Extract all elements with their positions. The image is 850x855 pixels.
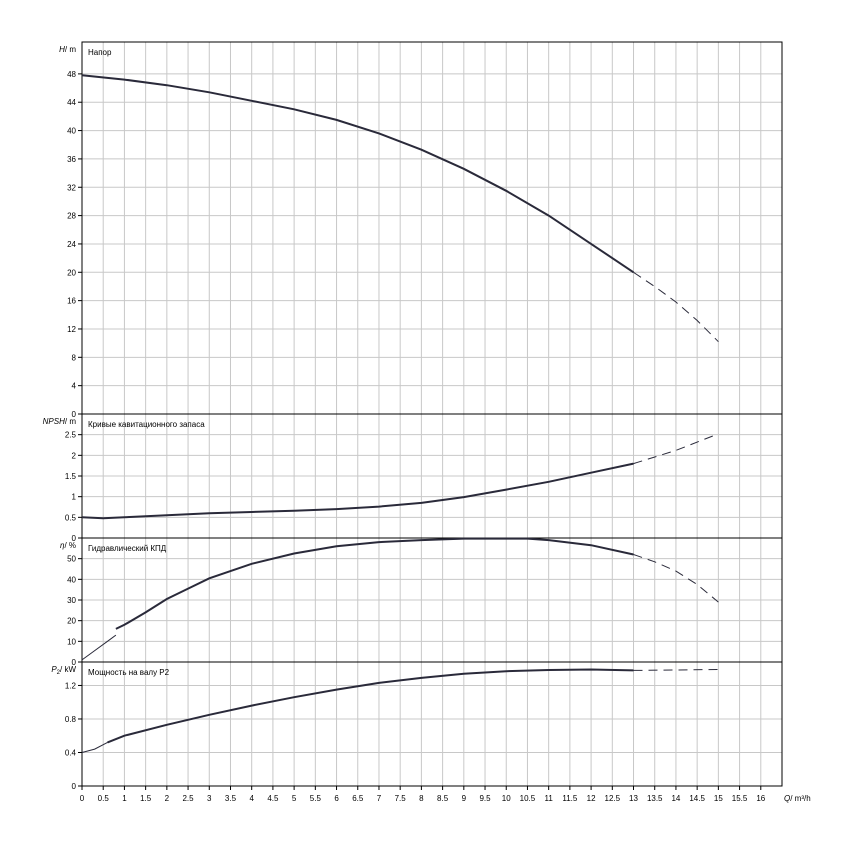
y-tick-label: 20 (67, 268, 76, 277)
y-tick-label: 1 (72, 493, 77, 502)
x-tick-label: 10.5 (520, 794, 536, 803)
x-tick-label: 2.5 (182, 794, 194, 803)
y-tick-label: 0.5 (65, 513, 77, 522)
x-tick-label: 11.5 (562, 794, 578, 803)
x-tick-label: 15 (714, 794, 723, 803)
y-tick-label: 1.5 (65, 472, 77, 481)
curve-eff-thin (81, 634, 117, 661)
y-tick-label: 8 (72, 353, 77, 362)
y-tick-label: 0 (72, 782, 77, 791)
panel-title: Напор (88, 48, 112, 57)
x-tick-label: 10 (502, 794, 511, 803)
x-tick-label: 14.5 (689, 794, 705, 803)
x-tick-label: 0.5 (98, 794, 110, 803)
x-tick-label: 7.5 (395, 794, 407, 803)
x-tick-label: 12.5 (605, 794, 621, 803)
x-tick-label: 8 (419, 794, 424, 803)
x-axis-label: Q/ m³/h (784, 794, 811, 803)
curve-power-thin (81, 741, 108, 753)
x-tick-label: 2 (165, 794, 170, 803)
x-tick-label: 4 (249, 794, 254, 803)
y-tick-label: 12 (67, 325, 76, 334)
x-tick-label: 12 (587, 794, 596, 803)
x-tick-label: 15.5 (732, 794, 748, 803)
y-tick-label: 2 (72, 451, 77, 460)
x-tick-label: 11 (545, 794, 554, 803)
y-axis-label: NPSH/ m (43, 417, 77, 426)
y-tick-label: 4 (72, 382, 77, 391)
panel-npsh: 0 0.5 1 1.5 2 2.5 Кривые кавитационного запаса… (43, 413, 783, 543)
panel-title: Кривые кавитационного запаса (88, 420, 205, 429)
x-tick-label: 13.5 (647, 794, 663, 803)
curve-eff-extrapolated (633, 554, 719, 603)
panel-frame (81, 661, 783, 787)
panel-power: 0 0.4 0.8 1.2 Мощность на валу P2 P2/ kW (51, 661, 783, 791)
y-tick-label: 48 (67, 70, 76, 79)
y-tick-label: 0 (72, 410, 77, 419)
panel-frame (81, 41, 783, 415)
y-tick-label: 40 (67, 127, 76, 136)
x-tick-label: 16 (756, 794, 765, 803)
y-tick-label: 0 (72, 658, 77, 667)
x-tick-label: 8.5 (437, 794, 449, 803)
y-axis-label: H/ m (59, 45, 76, 54)
x-tick-label: 6.5 (352, 794, 364, 803)
curve-head (81, 74, 635, 274)
x-axis: 0 0.5 1 1.5 2 2.5 3 3.5 4 4.5 5 5.5 6 6.5 7 7.5 8 8.5 9 9.5… (80, 786, 811, 803)
x-tick-label: 9.5 (479, 794, 491, 803)
x-tick-label: 13 (629, 794, 638, 803)
x-tick-label: 7 (377, 794, 382, 803)
x-tick-label: 6 (334, 794, 339, 803)
y-tick-label: 16 (67, 297, 76, 306)
y-tick-label: 28 (67, 212, 76, 221)
y-tick-label: 36 (67, 155, 76, 164)
curve-eff (115, 537, 634, 630)
x-tick-label: 14 (671, 794, 680, 803)
x-tick-label: 4.5 (267, 794, 279, 803)
x-tick-label: 9 (462, 794, 467, 803)
x-tick-label: 5.5 (310, 794, 322, 803)
y-tick-label: 0.4 (65, 748, 77, 757)
y-tick-label: 44 (67, 98, 76, 107)
curve-head-extrapolated (633, 271, 719, 343)
panel-title: Гидравлический КПД (88, 544, 167, 553)
panel-title: Мощность на валу P2 (88, 668, 170, 677)
curve-npsh (81, 462, 634, 520)
x-tick-label: 3.5 (225, 794, 237, 803)
curve-power (107, 668, 634, 744)
y-tick-label: 40 (67, 575, 76, 584)
y-axis-label: P2/ kW (51, 665, 76, 676)
x-tick-label: 0 (80, 794, 85, 803)
y-tick-label: 24 (67, 240, 76, 249)
y-tick-label: 1.2 (65, 681, 77, 690)
y-tick-label: 0.8 (65, 715, 77, 724)
y-tick-label: 50 (67, 555, 76, 564)
y-tick-label: 30 (67, 596, 76, 605)
x-tick-label: 1.5 (140, 794, 152, 803)
y-tick-label: 10 (67, 637, 76, 646)
y-tick-label: 20 (67, 617, 76, 626)
x-tick-label: 5 (292, 794, 297, 803)
x-tick-label: 3 (207, 794, 212, 803)
y-tick-label: 2.5 (65, 431, 77, 440)
y-tick-label: 32 (67, 183, 76, 192)
x-tick-label: 1 (122, 794, 127, 803)
y-tick-label: 0 (72, 534, 77, 543)
y-axis-label: η/ % (60, 541, 76, 550)
